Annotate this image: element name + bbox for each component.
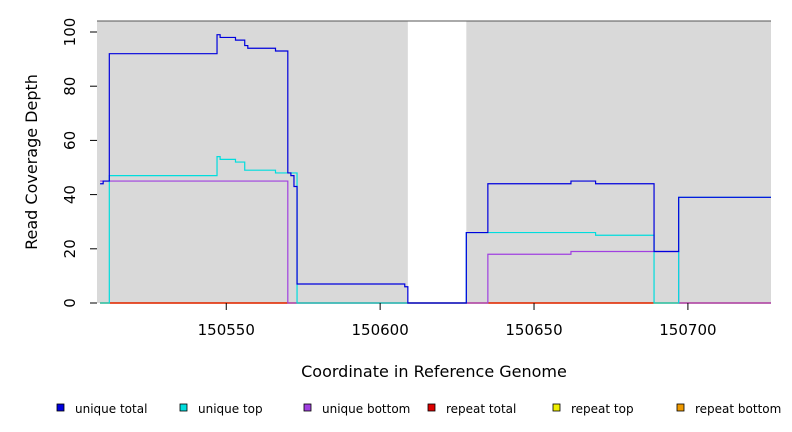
- y-tick-label: 40: [61, 185, 79, 204]
- x-tick-label: 150700: [659, 321, 716, 339]
- series-line-unique-top: [100, 156, 771, 304]
- y-tick-label: 20: [61, 239, 79, 258]
- shaded-region-2: [466, 21, 771, 303]
- legend-swatch-repeat-top: [552, 403, 561, 412]
- legend-swatch-unique-bottom: [303, 403, 312, 412]
- legend-label-repeat-total: repeat total: [446, 402, 516, 416]
- x-tick-label: 150650: [505, 321, 562, 339]
- legend-label-unique-bottom: unique bottom: [322, 402, 410, 416]
- x-tick-label: 150550: [198, 321, 255, 339]
- y-tick-label: 80: [61, 77, 79, 96]
- x-tick-label: 150600: [352, 321, 409, 339]
- legend-swatch-unique-total: [56, 403, 65, 412]
- plot-background: [97, 21, 771, 303]
- legend-swatch-repeat-total: [427, 403, 436, 412]
- legend-swatch-unique-top: [179, 403, 188, 412]
- x-axis: 150550 150600 150650 150700: [198, 303, 717, 339]
- legend-label-unique-total: unique total: [75, 402, 147, 416]
- y-tick-label: 0: [61, 298, 79, 308]
- legend: unique total unique top unique bottom repea…: [56, 402, 781, 416]
- y-tick-label: 60: [61, 131, 79, 150]
- y-axis-title: Read Coverage Depth: [22, 74, 41, 250]
- shaded-region-1: [97, 21, 408, 303]
- y-tick-label: 100: [61, 18, 79, 47]
- series-line-unique-total: [100, 34, 771, 304]
- legend-label-unique-top: unique top: [198, 402, 263, 416]
- y-axis: 0 20 40 60 80 100: [61, 18, 97, 308]
- legend-label-repeat-top: repeat top: [571, 402, 634, 416]
- x-axis-title: Coordinate in Reference Genome: [301, 362, 567, 381]
- plot-series: [100, 34, 771, 304]
- legend-swatch-repeat-bottom: [676, 403, 685, 412]
- legend-label-repeat-bottom: repeat bottom: [695, 402, 781, 416]
